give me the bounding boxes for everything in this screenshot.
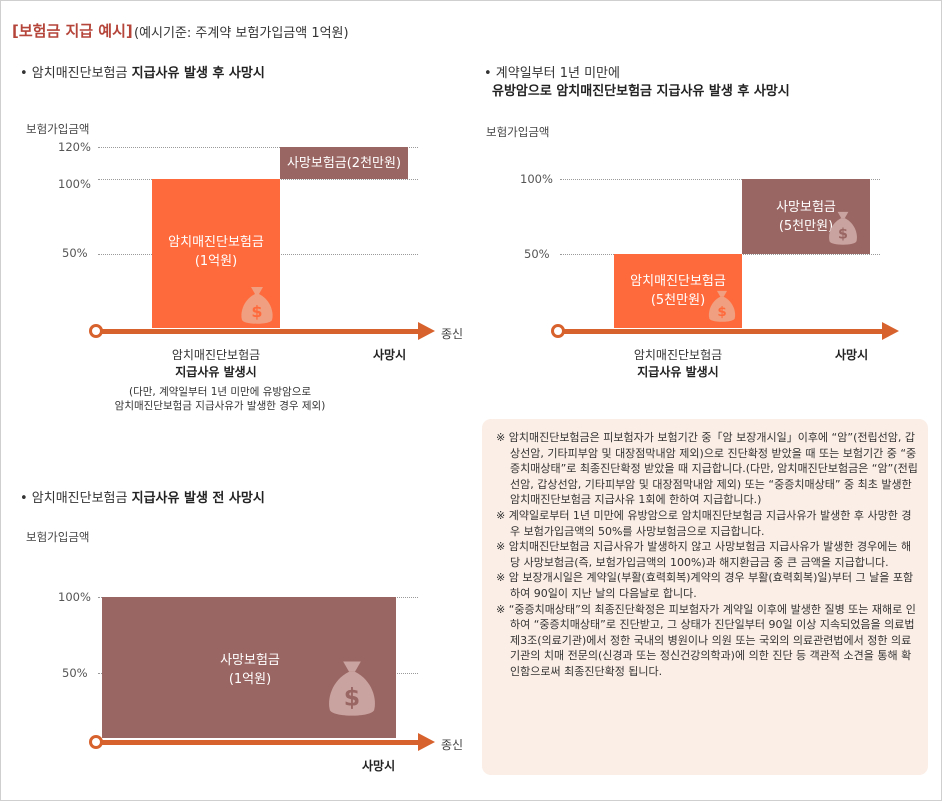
chart1-x-label-event: 암치매진단보험금 지급사유 발생시 (144, 346, 288, 380)
svg-text:$: $ (344, 684, 360, 712)
chart1-gridline-120 (98, 147, 418, 148)
chart3-axis-end-label: 종신 (441, 738, 464, 752)
chart2-gridline-100 (560, 179, 880, 180)
money-bag-icon: $ (329, 661, 375, 716)
chart1-bar-death-benefit (280, 147, 408, 179)
note-item: ※ “중증치매상태”의 최종진단확정은 피보험자가 계약일 이후에 발생한 질병… (496, 602, 916, 678)
chart1-bar1-line1: 암치매진단보험금 (168, 235, 264, 250)
chart2-bar1-line2: (5천만원) (650, 293, 706, 308)
chart2-x-axis (560, 329, 886, 334)
chart1-footnote-line1: (다만, 계약일부터 1년 미만에 유방암으로 (128, 386, 312, 398)
chart2-bar2-line1: 사망보험금 (776, 200, 836, 215)
chart1-heading-bold: 지급사유 발생 후 사망시 (131, 66, 265, 81)
chart3-bar1-line2: (1억원) (228, 672, 272, 687)
svg-text:$: $ (251, 302, 262, 321)
chart2-x-label-event-line1: 암치매진단보험금 (633, 348, 723, 362)
chart3-x-axis (98, 740, 424, 745)
chart2-axis-arrow-icon (882, 322, 899, 340)
note-item: ※ 암치매진단보험금 지급사유가 발생하지 않고 사망보험금 지급사유가 발생한… (496, 540, 912, 569)
chart1-y-axis-label: 보험가입금액 (26, 122, 90, 136)
chart3-y-axis-label: 보험가입금액 (26, 530, 90, 544)
money-bag-icon: $ (829, 211, 857, 245)
svg-text:$: $ (838, 227, 848, 243)
chart2-x-label-event: 암치매진단보험금 지급사유 발생시 (606, 346, 750, 380)
chart1-tick-100: 100% (58, 177, 91, 191)
chart1-bar-death-benefit-label: 사망보험금(2천만원) (286, 156, 402, 171)
notes-box: ※ 암치매진단보험금은 피보험자가 보험기간 중「암 보장개시일」이후에 “암”… (482, 419, 928, 775)
chart1-axis-arrow-icon (418, 322, 435, 340)
money-bag-icon: $ (241, 287, 273, 324)
chart2-axis-start-dot (551, 324, 565, 338)
chart1-heading-prefix: • 암치매진단보험금 (20, 66, 132, 81)
chart3-bar-death-benefit-label: 사망보험금 (1억원) (170, 651, 330, 689)
chart3-axis-start-dot (89, 735, 103, 749)
chart1-x-label-event-line1: 암치매진단보험금 (171, 348, 261, 362)
chart1-axis-end-label: 종신 (441, 327, 464, 341)
chart3-tick-50: 50% (62, 666, 88, 680)
chart1-x-axis (98, 329, 424, 334)
svg-text:$: $ (717, 304, 726, 320)
chart2-bar1-line1: 암치매진단보험금 (630, 274, 726, 289)
chart1-tick-120: 120% (58, 140, 91, 154)
note-item: ※ 암치매진단보험금은 피보험자가 보험기간 중「암 보장개시일」이후에 “암”… (496, 431, 918, 507)
chart2-heading-line2: 유방암으로 암치매진단보험금 지급사유 발생 후 사망시 (492, 84, 790, 99)
chart1-footnote-line2: 암치매진단보험금 지급사유가 발생한 경우 제외) (114, 400, 326, 412)
chart1-footnote: (다만, 계약일부터 1년 미만에 유방암으로 암치매진단보험금 지급사유가 발… (90, 385, 350, 413)
chart2-x-label-event-line2: 지급사유 발생시 (637, 365, 719, 379)
chart1-bar-cancer-dementia-label: 암치매진단보험금 (1억원) (152, 233, 280, 271)
money-bag-icon: $ (708, 290, 736, 322)
note-item: ※ 암 보장개시일은 계약일(부활(효력회복)계약의 경우 부활(효력회복)일)… (496, 571, 914, 600)
chart1-axis-start-dot (89, 324, 103, 338)
page-subtitle: (예시기준: 주계약 보험가입금액 1억원) (134, 26, 349, 41)
chart3-heading: • 암치매진단보험금 지급사유 발생 전 사망시 (20, 487, 265, 506)
chart1-x-label-event-line2: 지급사유 발생시 (175, 365, 257, 379)
chart1-heading: • 암치매진단보험금 지급사유 발생 후 사망시 (20, 62, 265, 81)
chart3-tick-100: 100% (58, 590, 91, 604)
chart2-tick-100: 100% (520, 172, 553, 186)
chart3-axis-arrow-icon (418, 733, 435, 751)
chart1-tick-50: 50% (62, 246, 88, 260)
chart3-bar1-line1: 사망보험금 (220, 653, 280, 668)
chart2-tick-50: 50% (524, 247, 550, 261)
chart1-x-label-death: 사망시 (373, 348, 407, 362)
page-title: [보험금 지급 예시] (12, 22, 133, 40)
chart3-heading-bold: 지급사유 발생 전 사망시 (131, 491, 265, 506)
chart2-x-label-death: 사망시 (835, 348, 869, 362)
chart1-bar1-line2: (1억원) (194, 254, 238, 269)
chart2-heading-line1: • 계약일부터 1년 미만에 (484, 66, 620, 81)
notes-list: ※ 암치매진단보험금은 피보험자가 보험기간 중「암 보장개시일」이후에 “암”… (482, 419, 928, 680)
chart2-bar-cancer-dementia-label: 암치매진단보험금 (5천만원) (614, 272, 742, 310)
note-item: ※ 계약일로부터 1년 미만에 유방암으로 암치매진단보험금 지급사유가 발생한… (496, 508, 912, 538)
chart2-y-axis-label: 보험가입금액 (486, 125, 550, 139)
chart3-heading-prefix: • 암치매진단보험금 (20, 491, 132, 506)
chart2-bar2-line2: (5천만원) (778, 219, 834, 234)
chart2-bar-death-benefit-label: 사망보험금 (5천만원) (742, 198, 870, 236)
chart3-x-label-death: 사망시 (362, 759, 396, 773)
